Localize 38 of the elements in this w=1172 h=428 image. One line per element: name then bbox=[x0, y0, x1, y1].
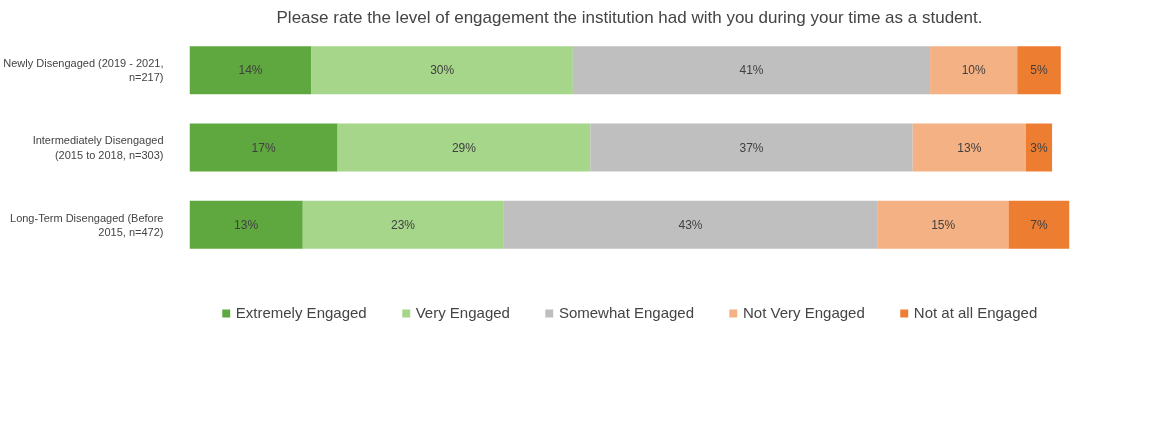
data-label: 29% bbox=[451, 140, 477, 155]
data-label: 17% bbox=[251, 140, 276, 155]
data-label: 5% bbox=[1030, 63, 1049, 78]
bar bbox=[189, 123, 338, 172]
y-tick-label: Newly Disengaged (2019 - 2021, n=217) bbox=[3, 56, 164, 84]
data-label: 37% bbox=[739, 140, 764, 155]
bar bbox=[337, 123, 591, 172]
data-label: 3% bbox=[1030, 140, 1049, 155]
legend-label: Extremely Engaged bbox=[235, 304, 367, 321]
bar bbox=[189, 46, 312, 95]
data-label: 7% bbox=[1030, 217, 1049, 232]
bar bbox=[311, 46, 573, 95]
data-label: 23% bbox=[390, 217, 416, 232]
data-label: 10% bbox=[961, 63, 986, 78]
legend-label: Not at all Engaged bbox=[913, 304, 1038, 321]
data-label: 41% bbox=[739, 63, 764, 78]
bar bbox=[503, 200, 878, 249]
bar bbox=[1017, 46, 1061, 95]
legend-label: Somewhat Engaged bbox=[558, 304, 695, 321]
data-label: 13% bbox=[234, 217, 259, 232]
data-label: 15% bbox=[931, 217, 956, 232]
data-label: 43% bbox=[678, 217, 703, 232]
data-label: 14% bbox=[238, 63, 263, 78]
legend-label: Very Engaged bbox=[415, 304, 510, 321]
data-label: 30% bbox=[430, 63, 455, 78]
bar bbox=[877, 200, 1009, 249]
bar bbox=[1008, 200, 1070, 249]
y-tick-label: Long-Term Disengaged (Before 2015, n=472) bbox=[10, 211, 164, 239]
legend-label: Not Very Engaged bbox=[743, 304, 865, 321]
data-label: 13% bbox=[957, 140, 982, 155]
bar bbox=[572, 46, 931, 95]
bar bbox=[302, 200, 504, 249]
bar bbox=[590, 123, 913, 172]
bar bbox=[912, 123, 1026, 172]
bar bbox=[930, 46, 1018, 95]
y-tick-label: Intermediately Disengaged (2015 to 2018, n=303) bbox=[32, 134, 164, 161]
chart-title: Please rate the level of engagement the institution had with you during your time as a student. bbox=[276, 7, 983, 27]
bar bbox=[189, 200, 303, 249]
